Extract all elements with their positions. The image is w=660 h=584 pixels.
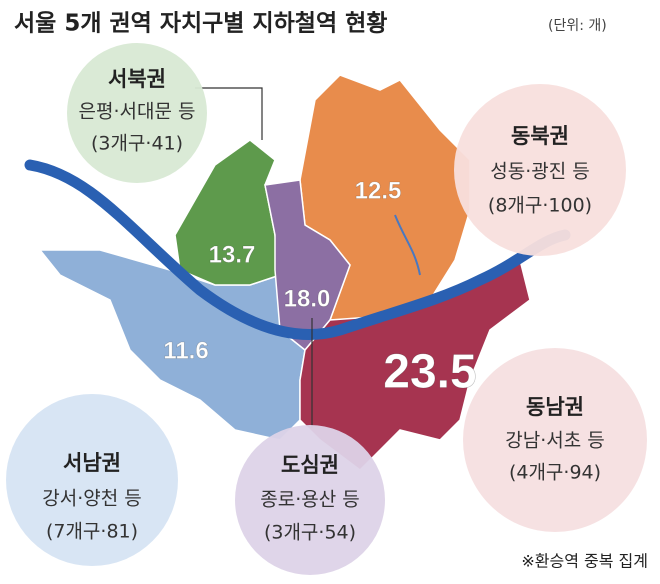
region-districts: 강남·서초 등: [505, 430, 604, 452]
region-districts: 종로·용산 등: [260, 489, 359, 511]
region-name: 서북권: [108, 67, 166, 91]
title: 서울 5개 권역 자치구별 지하철역 현황: [14, 11, 387, 37]
note: ※환승역 중복 집계: [521, 552, 648, 571]
region-districts: 강서·양천 등: [42, 488, 141, 510]
region-name: 서남권: [63, 451, 121, 475]
region-detail: (4개구·94): [509, 462, 601, 484]
region-districts: 성동·광진 등: [490, 161, 589, 183]
region-value: 13.7: [209, 241, 256, 268]
bubble: [463, 348, 647, 532]
region-value: 11.6: [163, 337, 208, 364]
bubble: [6, 394, 178, 566]
region-name: 동남권: [526, 395, 584, 419]
region-districts: 은평·서대문 등: [79, 101, 196, 123]
unit: (단위: 개): [548, 18, 607, 34]
region-detail: (8개구·100): [488, 195, 592, 217]
region-value: 12.5: [355, 177, 402, 204]
river: [24, 159, 571, 340]
region-detail: (3개구·54): [264, 522, 356, 544]
region-value: 23.5: [383, 346, 476, 399]
bubble: [67, 43, 207, 183]
region-name: 동북권: [511, 124, 569, 148]
stream: [394, 214, 421, 276]
region-value: 18.0: [284, 285, 331, 312]
region-detail: (7개구·81): [46, 521, 138, 543]
bubble: [235, 425, 385, 575]
leader-line: [195, 87, 263, 140]
region-name: 도심권: [281, 453, 339, 477]
bubble: [454, 84, 626, 256]
region-detail: (3개구·41): [91, 133, 183, 155]
